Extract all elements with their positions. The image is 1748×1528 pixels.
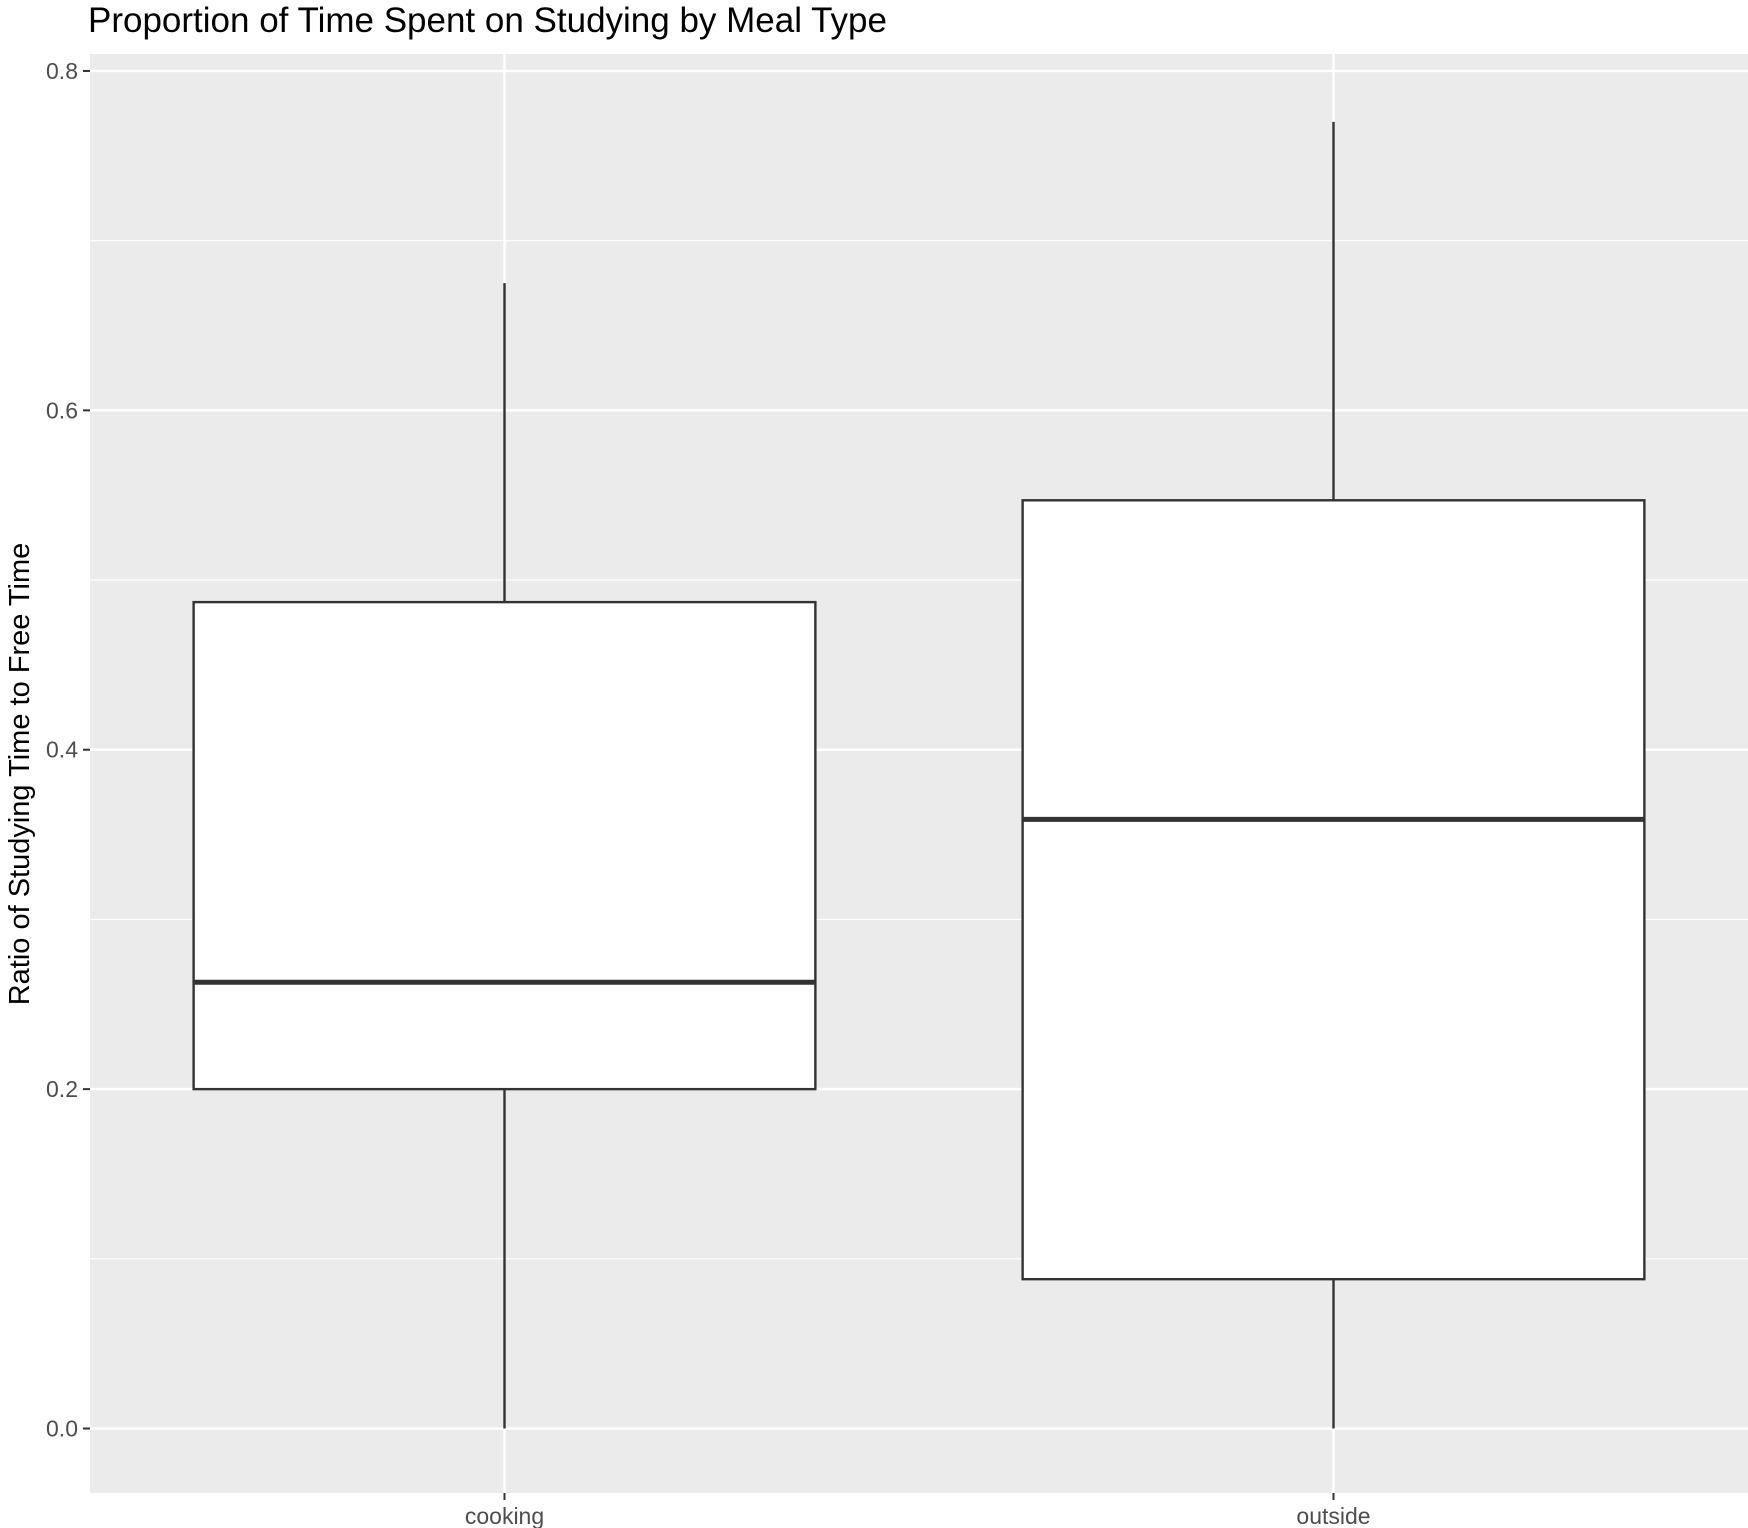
box-layer <box>192 121 1646 1429</box>
y-axis: 0.0 0.2 0.4 0.6 0.8 <box>46 58 90 1442</box>
y-tick-label: 0.0 <box>46 1416 78 1442</box>
y-tick-label: 0.2 <box>46 1076 78 1102</box>
y-axis-title: Ratio of Studying Time to Free Time <box>4 543 36 1006</box>
box-outside <box>1021 121 1646 1429</box>
chart-title: Proportion of Time Spent on Studying by … <box>88 1 887 40</box>
x-tick-label: cooking <box>465 1503 544 1528</box>
y-tick-label: 0.8 <box>46 58 78 84</box>
box-cooking <box>192 283 817 1429</box>
y-tick-label: 0.6 <box>46 397 78 423</box>
iqr-box <box>192 600 817 1091</box>
y-tick-label: 0.4 <box>46 737 78 763</box>
iqr-box <box>1021 499 1646 1281</box>
x-tick-label: outside <box>1296 1503 1370 1528</box>
x-axis: cooking outside <box>465 1493 1371 1528</box>
